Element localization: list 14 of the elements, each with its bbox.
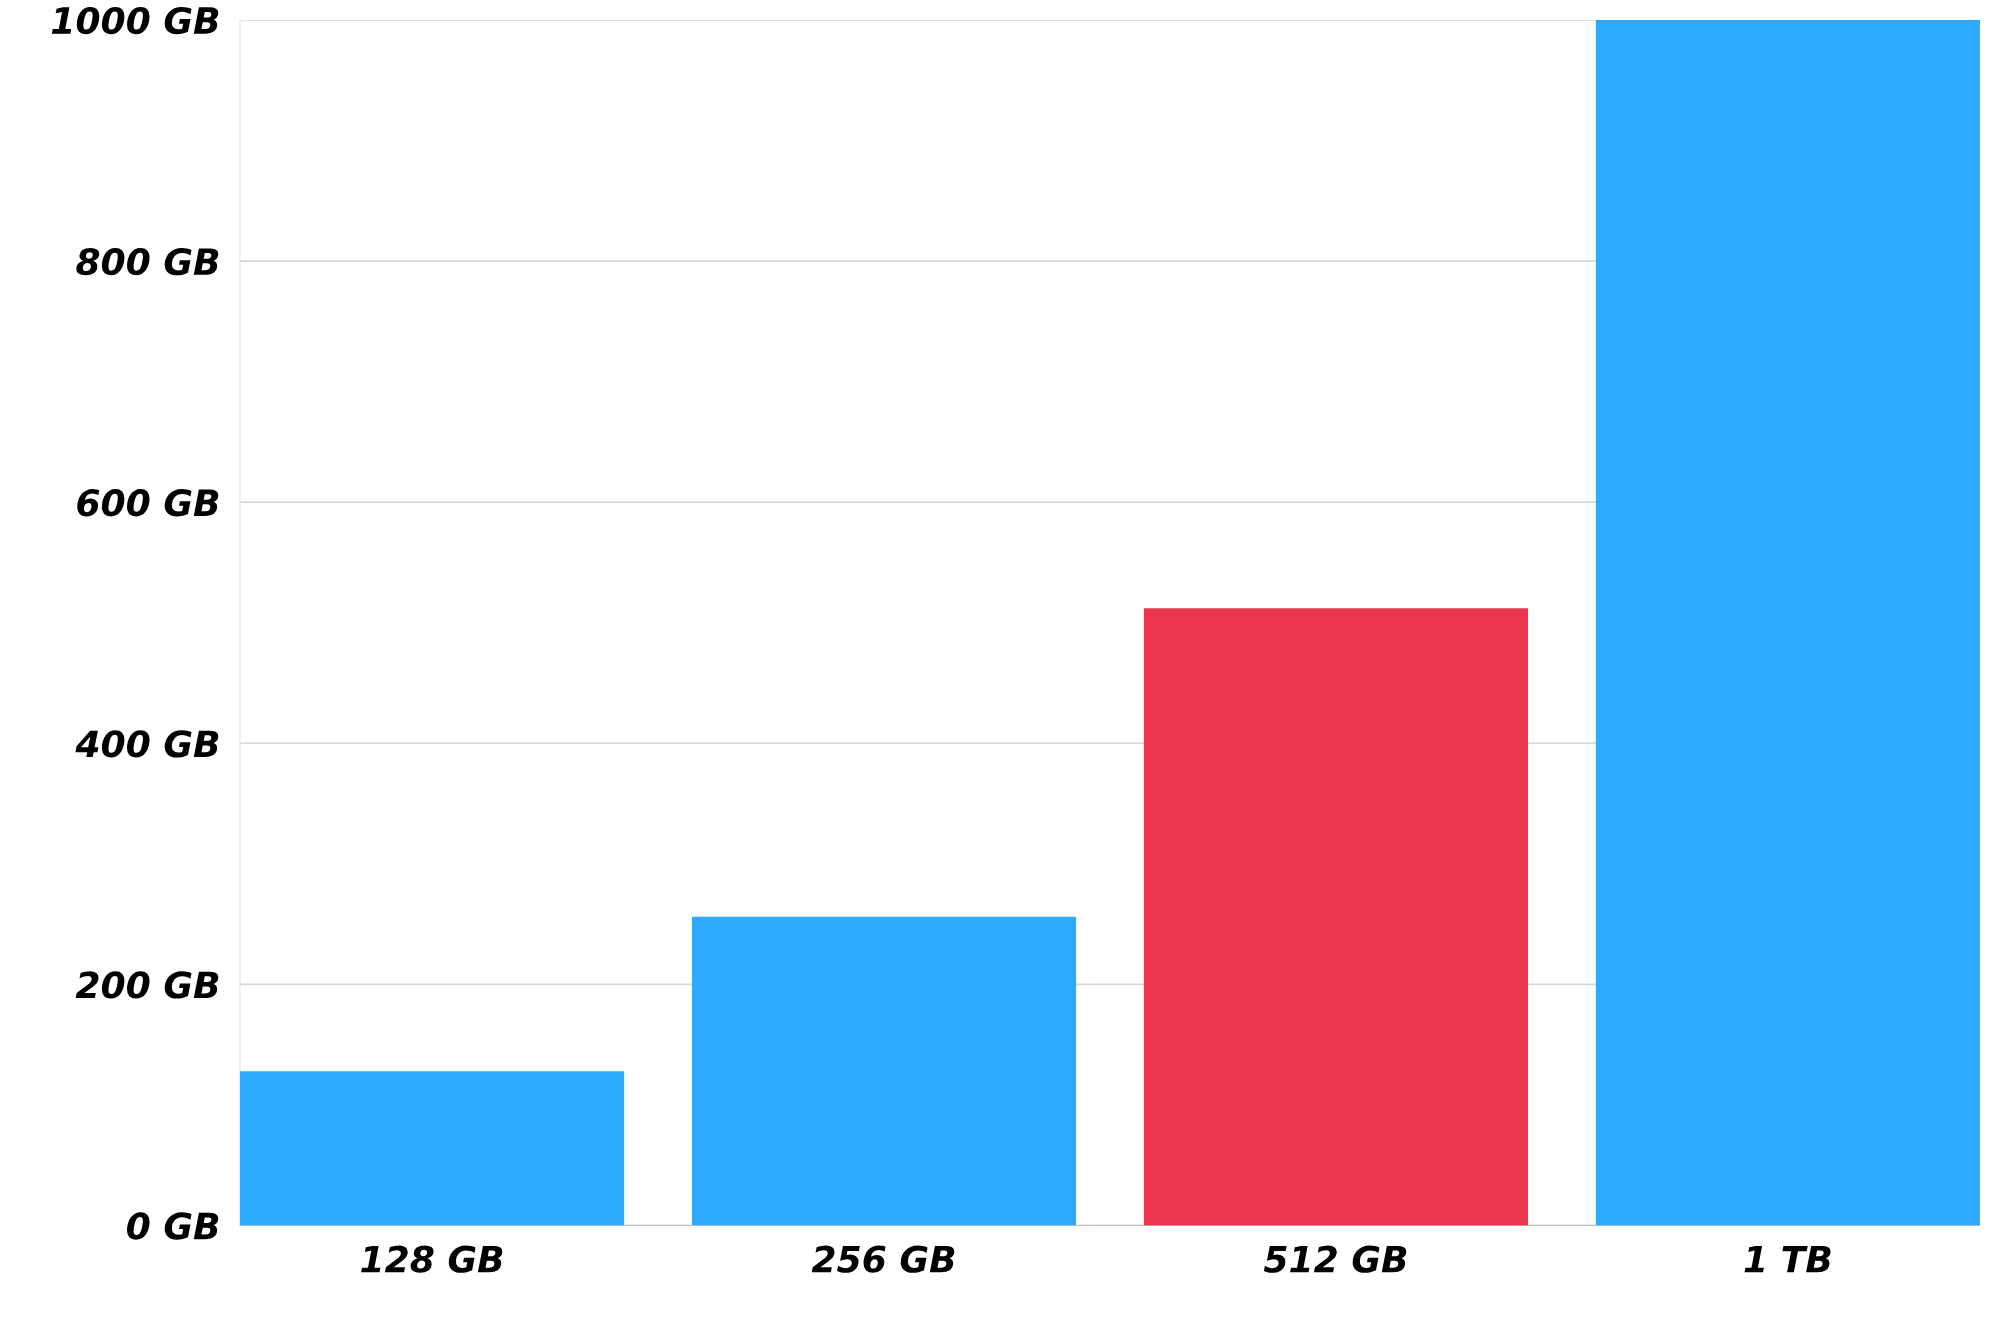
bar [240, 1071, 625, 1226]
bar [691, 916, 1077, 1226]
x-tick-label: 512 GB [1263, 1245, 1407, 1273]
x-tick-label: 1 TB [1744, 1246, 1831, 1273]
x-tick-label: 256 GB [811, 1245, 955, 1273]
bar [1143, 608, 1529, 1226]
y-tick-label: 200 GB [75, 971, 219, 999]
y-tick-label: 0 GB [127, 1212, 219, 1240]
y-tick-label: 400 GB [75, 730, 219, 758]
bar [1595, 19, 1980, 1226]
x-tick-label: 128 GB [361, 1245, 503, 1273]
y-tick-label: 800 GB [76, 247, 219, 276]
y-tick-label: 1000 GB [51, 6, 219, 35]
y-tick-label: 600 GB [77, 489, 219, 517]
